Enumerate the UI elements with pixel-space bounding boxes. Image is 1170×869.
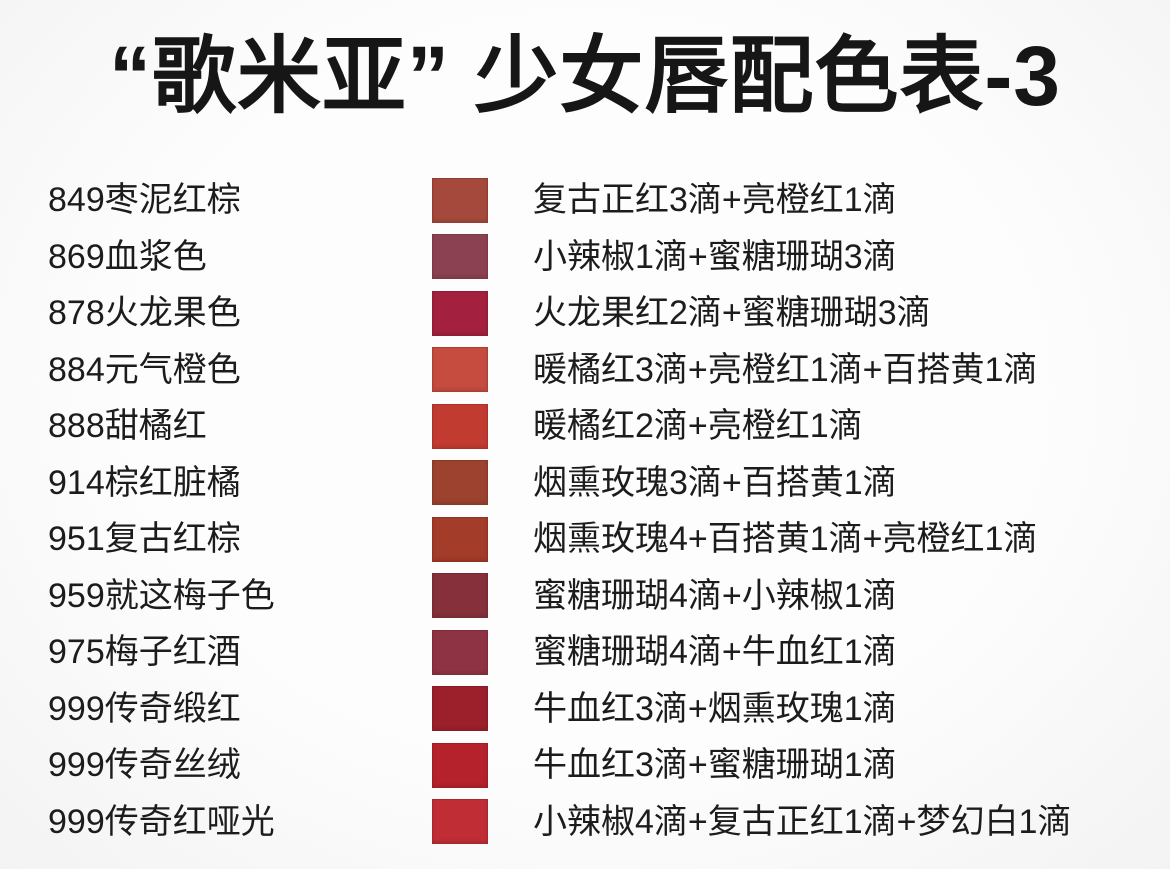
color-swatch (432, 629, 488, 675)
color-swatch (432, 403, 488, 449)
table-row: 878火龙果色 火龙果红2滴+蜜糖珊瑚3滴 (0, 285, 1170, 342)
shade-label: 884元气橙色 (48, 350, 241, 389)
recipe-text: 蜜糖珊瑚4滴+牛血红1滴 (533, 633, 897, 672)
table-row: 914棕红脏橘 烟熏玫瑰3滴+百搭黄1滴 (0, 455, 1170, 512)
color-swatch (432, 573, 488, 619)
shade-label: 999传奇红哑光 (48, 802, 275, 841)
recipe-text: 烟熏玫瑰3滴+百搭黄1滴 (533, 463, 897, 502)
shade-label: 888甜橘红 (48, 407, 207, 446)
table-row: 951复古红棕 烟熏玫瑰4+百搭黄1滴+亮橙红1滴 (0, 511, 1170, 568)
shade-label: 959就这梅子色 (48, 576, 275, 615)
table-row: 999传奇红哑光 小辣椒4滴+复古正红1滴+梦幻白1滴 (0, 794, 1170, 851)
recipe-text: 暖橘红2滴+亮橙红1滴 (533, 407, 863, 446)
table-row: 888甜橘红 暖橘红2滴+亮橙红1滴 (0, 398, 1170, 455)
recipe-text: 小辣椒4滴+复古正红1滴+梦幻白1滴 (533, 802, 1072, 841)
shade-label: 951复古红棕 (48, 520, 241, 559)
color-swatch (432, 460, 488, 506)
shade-label: 999传奇丝绒 (48, 746, 241, 785)
table-row: 975梅子红酒 蜜糖珊瑚4滴+牛血红1滴 (0, 624, 1170, 681)
recipe-text: 牛血红3滴+烟熏玫瑰1滴 (533, 689, 897, 728)
table-row: 869血浆色 小辣椒1滴+蜜糖珊瑚3滴 (0, 229, 1170, 286)
recipe-text: 暖橘红3滴+亮橙红1滴+百搭黄1滴 (533, 350, 1038, 389)
recipe-text: 牛血红3滴+蜜糖珊瑚1滴 (533, 746, 897, 785)
recipe-text: 烟熏玫瑰4+百搭黄1滴+亮橙红1滴 (533, 520, 1038, 559)
shade-label: 869血浆色 (48, 237, 207, 276)
color-swatch (432, 290, 488, 336)
table-row: 999传奇丝绒 牛血红3滴+蜜糖珊瑚1滴 (0, 737, 1170, 794)
recipe-text: 火龙果红2滴+蜜糖珊瑚3滴 (533, 294, 931, 333)
color-table: 849枣泥红棕 复古正红3滴+亮橙红1滴 869血浆色 小辣椒1滴+蜜糖珊瑚3滴… (0, 172, 1170, 850)
recipe-text: 小辣椒1滴+蜜糖珊瑚3滴 (533, 237, 897, 276)
shade-label: 914棕红脏橘 (48, 463, 241, 502)
color-swatch (432, 799, 488, 845)
recipe-text: 复古正红3滴+亮橙红1滴 (533, 181, 897, 220)
color-swatch (432, 742, 488, 788)
color-swatch (432, 177, 488, 223)
table-row: 959就这梅子色 蜜糖珊瑚4滴+小辣椒1滴 (0, 568, 1170, 625)
recipe-text: 蜜糖珊瑚4滴+小辣椒1滴 (533, 576, 897, 615)
table-row: 884元气橙色 暖橘红3滴+亮橙红1滴+百搭黄1滴 (0, 342, 1170, 399)
table-row: 999传奇缎红 牛血红3滴+烟熏玫瑰1滴 (0, 681, 1170, 738)
color-swatch (432, 234, 488, 280)
color-swatch (432, 347, 488, 393)
shade-label: 878火龙果色 (48, 294, 241, 333)
shade-label: 999传奇缎红 (48, 689, 241, 728)
table-row: 849枣泥红棕 复古正红3滴+亮橙红1滴 (0, 172, 1170, 229)
color-swatch (432, 686, 488, 732)
color-swatch (432, 516, 488, 562)
shade-label: 975梅子红酒 (48, 633, 241, 672)
shade-label: 849枣泥红棕 (48, 181, 241, 220)
page-title: “歌米亚” 少女唇配色表-3 (108, 29, 1062, 123)
